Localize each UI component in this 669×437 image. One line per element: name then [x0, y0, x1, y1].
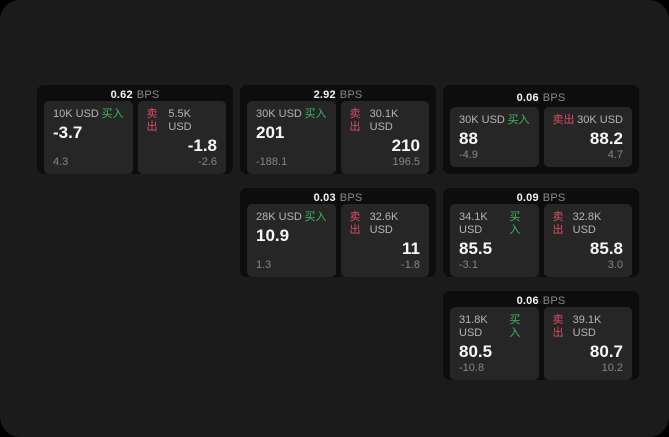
sell-side-label: 卖出	[349, 211, 361, 236]
quote-grid: 0.62 BPS 10K USD 买入 -3.7 4.3 卖出 5.5K USD	[37, 85, 639, 380]
sell-amount: 32.6K USD	[369, 211, 399, 236]
sell-amount: 5.5K USD	[168, 108, 192, 133]
quote-panel-3: 0.06 BPS 30K USD 买入 88 -4.9 卖出 30K USD	[443, 85, 639, 174]
sell-sub-value: 10.2	[601, 362, 623, 374]
buy-amount: 30K USD	[256, 108, 302, 120]
bps-unit-label: BPS	[542, 92, 566, 104]
sell-sub-value: -2.6	[198, 156, 217, 168]
sell-sub-value: 3.0	[607, 259, 623, 271]
buy-side-label: 买入	[509, 314, 521, 339]
bps-unit-label: BPS	[542, 295, 566, 307]
buy-sub-value: 4.3	[53, 156, 69, 168]
buy-card[interactable]: 30K USD 买入 88 -4.9	[450, 107, 539, 167]
buy-price: 10.9	[256, 226, 290, 245]
buy-price: 85.5	[459, 239, 493, 258]
buy-sub-value: 1.3	[256, 259, 272, 271]
sell-sub-value: 4.7	[607, 149, 623, 161]
bps-header: 0.03 BPS	[247, 192, 429, 204]
buy-side-label: 买入	[304, 108, 327, 120]
sell-side-label: 卖出	[349, 108, 361, 133]
bps-header: 0.09 BPS	[450, 192, 632, 204]
bps-unit-label: BPS	[542, 192, 566, 204]
sell-amount: 32.8K USD	[572, 211, 602, 236]
buy-side-label: 买入	[304, 211, 327, 223]
sell-price: -1.8	[187, 136, 217, 155]
buy-card[interactable]: 10K USD 买入 -3.7 4.3	[44, 101, 133, 174]
sell-card[interactable]: 卖出 39.1K USD 80.7 10.2	[543, 307, 632, 380]
sell-sub-value: 196.5	[392, 156, 420, 168]
buy-sub-value: -10.8	[459, 362, 485, 374]
buy-side-label: 买入	[101, 108, 124, 120]
bps-header: 2.92 BPS	[247, 89, 429, 101]
bps-value: 0.03	[313, 192, 336, 204]
bps-unit-label: BPS	[136, 89, 160, 101]
bps-value: 2.92	[313, 89, 336, 101]
sell-side-label: 卖出	[552, 314, 564, 339]
buy-sub-value: -4.9	[459, 149, 478, 161]
bps-header: 0.06 BPS	[450, 89, 632, 107]
sell-amount: 30K USD	[577, 114, 623, 126]
buy-price: -3.7	[53, 123, 83, 142]
buy-amount: 30K USD	[459, 114, 505, 126]
sell-side-label: 卖出	[552, 114, 575, 126]
buy-price: 88	[459, 129, 478, 148]
buy-sub-value: -188.1	[256, 156, 288, 168]
sell-price: 210	[391, 136, 420, 155]
buy-price: 80.5	[459, 342, 493, 361]
sell-price: 11	[402, 239, 420, 258]
buy-card[interactable]: 34.1K USD 买入 85.5 -3.1	[450, 204, 539, 277]
bps-value: 0.62	[110, 89, 133, 101]
buy-side-label: 买入	[509, 211, 521, 236]
buy-card[interactable]: 30K USD 买入 201 -188.1	[247, 101, 336, 174]
bps-value: 0.06	[516, 92, 539, 104]
buy-side-label: 买入	[507, 114, 530, 126]
sell-card[interactable]: 卖出 5.5K USD -1.8 -2.6	[137, 101, 226, 174]
sell-side-label: 卖出	[146, 108, 158, 133]
buy-amount: 34.1K USD	[459, 211, 488, 236]
bps-value: 0.09	[516, 192, 539, 204]
sell-amount: 30.1K USD	[369, 108, 399, 133]
buy-card[interactable]: 31.8K USD 买入 80.5 -10.8	[450, 307, 539, 380]
sell-card[interactable]: 卖出 30.1K USD 210 196.5	[340, 101, 429, 174]
sell-price: 85.8	[589, 239, 623, 258]
buy-amount: 31.8K USD	[459, 314, 488, 339]
sell-card[interactable]: 卖出 32.8K USD 85.8 3.0	[543, 204, 632, 277]
bps-header: 0.06 BPS	[450, 295, 632, 307]
sell-amount: 39.1K USD	[572, 314, 602, 339]
sell-price: 88.2	[589, 129, 623, 148]
sell-price: 80.7	[589, 342, 623, 361]
buy-amount: 28K USD	[256, 211, 302, 223]
buy-amount: 10K USD	[53, 108, 99, 120]
bps-unit-label: BPS	[339, 192, 363, 204]
quote-panel-6: 0.06 BPS 31.8K USD 买入 80.5 -10.8 卖出 39.1…	[443, 291, 639, 380]
bps-unit-label: BPS	[339, 89, 363, 101]
sell-card[interactable]: 卖出 32.6K USD 11 -1.8	[340, 204, 429, 277]
buy-card[interactable]: 28K USD 买入 10.9 1.3	[247, 204, 336, 277]
sell-card[interactable]: 卖出 30K USD 88.2 4.7	[543, 107, 632, 167]
bps-header: 0.62 BPS	[44, 89, 226, 101]
quote-panel-1: 0.62 BPS 10K USD 买入 -3.7 4.3 卖出 5.5K USD	[37, 85, 233, 174]
sell-side-label: 卖出	[552, 211, 564, 236]
buy-price: 201	[256, 123, 285, 142]
quote-panel-5: 0.09 BPS 34.1K USD 买入 85.5 -3.1 卖出 32.8K…	[443, 188, 639, 277]
quote-panel-4: 0.03 BPS 28K USD 买入 10.9 1.3 卖出 32.6K US…	[240, 188, 436, 277]
sell-sub-value: -1.8	[401, 259, 420, 271]
bps-value: 0.06	[516, 295, 539, 307]
buy-sub-value: -3.1	[459, 259, 478, 271]
quote-panel-2: 2.92 BPS 30K USD 买入 201 -188.1 卖出 30.1K …	[240, 85, 436, 174]
